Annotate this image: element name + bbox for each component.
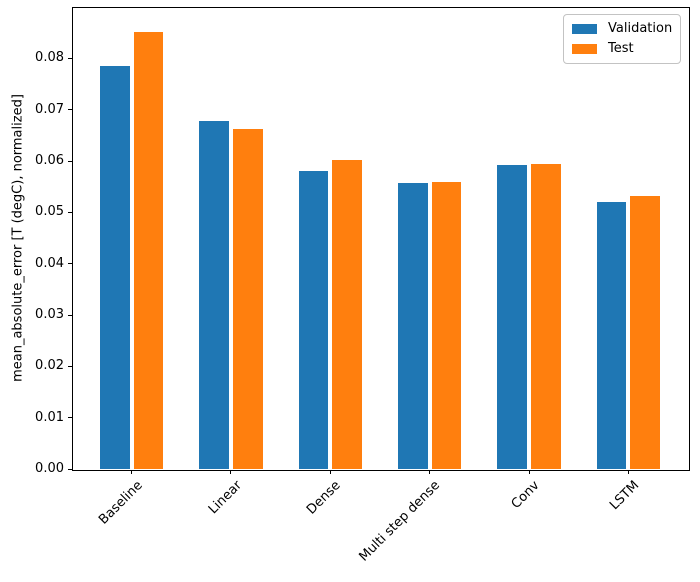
legend-label: Validation (608, 21, 673, 36)
x-tick-label-multi-step-dense: Multi step dense (356, 478, 444, 565)
y-tick-mark (68, 211, 72, 213)
x-tick-mark (329, 470, 331, 474)
x-tick-mark (131, 470, 133, 474)
bar-validation-dense (298, 170, 329, 469)
y-tick-label: 0.02 (35, 358, 64, 374)
y-tick-mark (68, 417, 72, 419)
bar-validation-conv (497, 164, 528, 469)
y-tick-label: 0.08 (35, 50, 64, 66)
y-tick-label: 0.03 (35, 307, 64, 322)
legend-label: Test (608, 41, 634, 56)
legend-entry-validation: Validation (572, 22, 672, 36)
bar-validation-multi-step-dense (397, 183, 428, 469)
y-tick-label: 0.07 (35, 101, 64, 117)
y-tick-label: 0.01 (35, 409, 64, 425)
bar-validation-lstm (596, 201, 627, 469)
y-tick-mark (68, 263, 72, 265)
legend-swatch-test (572, 44, 597, 54)
bar-test-multi-step-dense (431, 181, 462, 469)
x-tick-label-baseline: Baseline (95, 478, 146, 528)
x-tick-mark (429, 470, 431, 474)
x-tick-label-linear: Linear (205, 478, 245, 518)
y-axis-label: mean_absolute_error [T (degC), normalize… (10, 94, 26, 382)
y-tick-mark (68, 109, 72, 111)
x-tick-label-conv: Conv (508, 478, 543, 512)
y-tick-mark (68, 468, 72, 470)
y-tick-mark (68, 365, 72, 367)
bar-test-linear (232, 129, 263, 469)
y-tick-mark (68, 314, 72, 316)
y-tick-mark (68, 57, 72, 59)
y-tick-label: 0.04 (35, 255, 64, 271)
legend-swatch-validation (572, 24, 597, 34)
bar-validation-linear (199, 120, 229, 469)
y-tick-label: 0.00 (35, 461, 64, 476)
bar-validation-baseline (99, 66, 130, 469)
legend-entry-test: Test (572, 42, 672, 56)
y-tick-label: 0.05 (35, 204, 64, 220)
bar-test-lstm (630, 196, 661, 469)
x-tick-mark (627, 470, 629, 474)
x-tick-label-lstm: LSTM (606, 478, 642, 514)
bar-test-dense (332, 159, 363, 469)
bar-test-conv (531, 163, 561, 469)
x-tick-mark (230, 470, 232, 474)
y-tick-label: 0.06 (35, 153, 64, 168)
y-tick-mark (68, 160, 72, 162)
x-tick-mark (528, 470, 530, 474)
legend: Validation Test (563, 14, 682, 64)
bar-test-baseline (133, 31, 164, 469)
x-tick-label-dense: Dense (304, 478, 344, 518)
